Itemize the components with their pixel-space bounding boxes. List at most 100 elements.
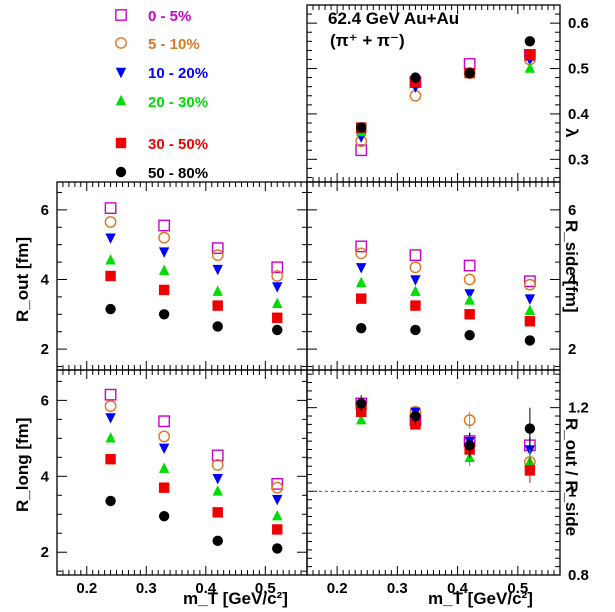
data-point-0-3 [271,477,284,490]
data-point-5-3 [524,335,536,346]
data-point-5-1 [410,410,421,422]
data-point-2-3 [272,282,283,293]
data-point-3-0 [105,254,116,265]
y-tick-label: 1 [568,483,576,500]
data-point-5-2 [464,67,475,79]
x-axis-label-right: m_T [GeV/c²] [428,589,533,608]
y-axis-label-ratio: R_out / R_side [562,418,581,536]
panel-rside: 2 4 6 [306,181,577,371]
data-point-1-1 [409,261,422,274]
data-point-2-3 [524,294,536,305]
y-tick-label: 4 [41,468,50,485]
data-point-5-2 [212,321,223,332]
data-point-legend-4 [115,137,127,149]
y-tick-label: 2 [41,341,49,358]
y-tick-label: 1.2 [568,400,589,417]
data-point-2-0 [105,233,116,244]
data-point-3-3 [272,509,283,521]
data-point-5-0 [356,122,367,133]
data-point-0-0 [104,202,117,215]
data-point-5-2 [464,440,475,451]
data-point-5-1 [158,510,170,522]
data-point-1-0 [104,400,117,412]
data-point-3-3 [272,297,283,309]
data-point-3-0 [356,276,367,288]
data-point-5-3 [524,36,536,47]
data-point-4-3 [524,49,536,61]
panel-rlong: 0.2 0.3 0.4 0.5 2 4 6 [41,369,308,597]
data-point-3-1 [158,462,170,473]
data-point-legend-5 [115,166,127,178]
data-point-4-3 [272,524,283,535]
data-point-4-0 [105,270,116,282]
data-point-0-3 [523,275,536,288]
data-point-4-1 [410,300,421,311]
data-point-4-2 [212,300,223,311]
data-point-4-1 [158,284,170,296]
data-point-5-1 [158,309,170,320]
data-point-0-1 [158,219,171,232]
data-point-4-3 [524,316,536,327]
data-point-1-2 [211,249,224,262]
legend-label: 0 - 5% [148,8,191,25]
x-tick-label: 0.3 [136,580,157,597]
data-point-4-2 [212,507,223,518]
legend-label: 10 - 20% [148,65,208,82]
y-axis-label-lambda: λ [562,128,581,138]
data-point-4-3 [272,312,283,323]
data-point-2-0 [356,263,367,274]
data-point-4-0 [105,454,116,465]
panel-frame [56,181,308,371]
data-point-2-2 [212,264,223,276]
data-point-3-0 [105,432,116,443]
data-point-2-2 [212,473,223,485]
data-point-3-2 [464,294,475,305]
data-point-5-0 [356,323,367,334]
y-tick-label: 0.5 [568,61,589,78]
data-point-5-3 [524,423,536,434]
y-tick-label: 0.4 [568,106,590,123]
data-point-5-3 [272,543,283,554]
y-tick-label: 6 [41,392,49,409]
data-point-5-1 [410,324,421,336]
y-tick-label: 6 [568,202,576,219]
data-point-1-0 [355,247,368,260]
data-point-3-2 [212,285,223,296]
x-axis-label-left: m_T [GeV/c²] [183,589,288,608]
data-point-0-0 [355,240,368,253]
data-point-2-0 [105,413,116,424]
data-point-legend-0 [115,9,127,21]
data-point-0-3 [271,261,284,274]
panel-ratio: 0.2 0.3 0.4 0.5 0.8 1 1.2 [306,369,589,597]
data-point-3-1 [410,285,421,296]
data-point-0-2 [211,242,224,255]
data-point-3-2 [212,485,223,496]
x-tick-label: 0.5 [255,580,276,597]
x-tick-label: 0.3 [387,580,408,597]
y-tick-label: 0.6 [568,15,589,32]
data-point-2-1 [158,247,170,258]
x-tick-label: 0.2 [327,580,348,597]
data-point-1-2 [211,459,224,471]
data-point-1-1 [158,231,171,244]
data-point-1-0 [104,216,117,228]
data-point-5-0 [105,303,116,315]
x-tick-label: 0.4 [447,580,469,597]
data-point-legend-2 [115,67,127,79]
data-point-0-0 [104,388,117,401]
y-axis-label-rlong: R_long [fm] [13,418,32,512]
data-point-4-0 [356,293,367,304]
data-point-legend-1 [115,37,127,49]
data-point-legend-3 [115,94,127,106]
data-point-3-3 [524,304,536,316]
legend: 0 - 5% 5 - 10% 10 - 20% 20 - 30% 30 - 50% 50 … [115,8,208,182]
data-point-1-2 [463,414,476,427]
x-tick-label: 0.5 [507,580,528,597]
legend-label: 5 - 10% [148,36,200,53]
y-tick-label: 6 [41,202,49,219]
data-point-3-3 [524,62,536,73]
y-tick-label: 0.3 [568,151,589,168]
panel-frame [56,369,308,576]
data-point-4-2 [464,309,475,320]
data-point-3-1 [158,264,170,275]
